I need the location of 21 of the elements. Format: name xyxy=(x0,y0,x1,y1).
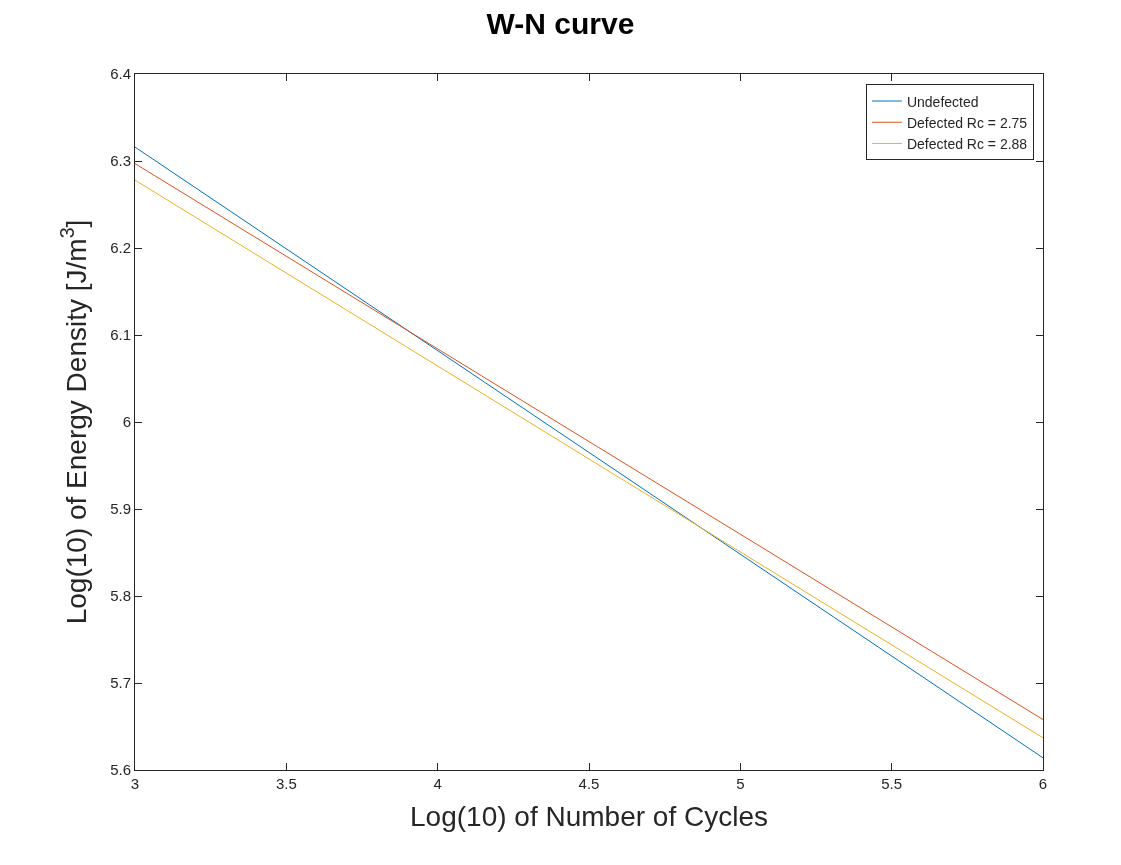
y-tick-label: 5.6 xyxy=(110,761,131,779)
x-tick-label: 4 xyxy=(433,775,442,792)
y-tick-label: 5.9 xyxy=(110,500,131,518)
x-tick-label: 4.5 xyxy=(578,775,600,792)
y-tick-label: 6.2 xyxy=(110,239,131,257)
legend-label: Defected Rc = 2.88 xyxy=(906,135,1028,152)
x-axis-title: Log(10) of Number of Cycles xyxy=(410,801,768,833)
y-tick-label: 6.1 xyxy=(110,326,131,344)
legend-label: Defected Rc = 2.75 xyxy=(906,114,1028,131)
legend-label: Undefected xyxy=(906,93,979,110)
y-tick-label: 6 xyxy=(122,413,131,431)
x-tick-label: 3 xyxy=(130,775,140,792)
x-tick-label: 6 xyxy=(1038,775,1048,792)
y-tick-label: 6.3 xyxy=(110,152,131,170)
x-tick-label: 5 xyxy=(736,775,745,792)
y-tick-label: 5.7 xyxy=(110,674,131,692)
x-tick-label: 5.5 xyxy=(881,775,903,792)
y-tick-label: 6.4 xyxy=(110,65,131,83)
y-tick-label: 5.8 xyxy=(110,587,131,605)
chart-title: W-N curve xyxy=(486,6,635,40)
x-tick-label: 3.5 xyxy=(275,775,297,792)
